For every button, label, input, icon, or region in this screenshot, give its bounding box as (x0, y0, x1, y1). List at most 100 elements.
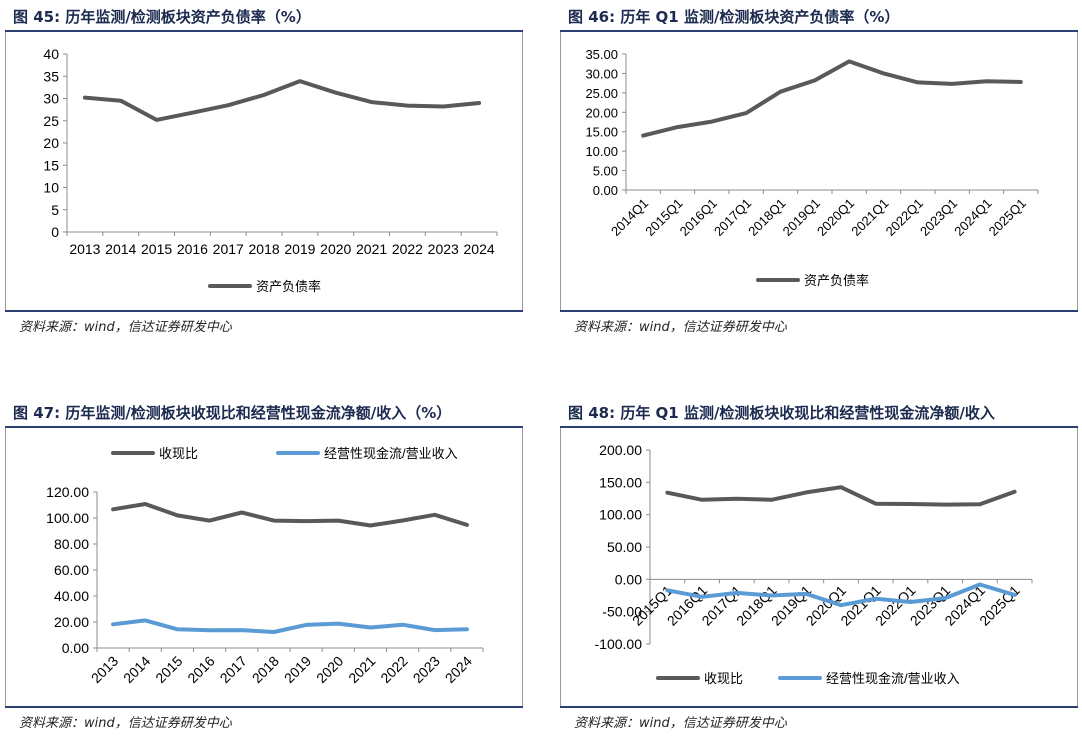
x-tick-label: 2014 (120, 653, 153, 686)
y-tick-label: 0 (51, 224, 59, 240)
y-tick-label: 80.00 (54, 536, 89, 552)
x-tick-label: 2018Q1 (745, 196, 788, 239)
x-tick-label: 2021Q1 (848, 196, 891, 239)
x-tick-label: 2023 (410, 653, 443, 686)
source-note: 资料来源：wind，信达证券研发中心 (574, 716, 787, 731)
x-tick-label: 2019Q1 (780, 196, 823, 239)
chart-panel-46: 图 46: 历年 Q1 监测/检测板块资产负债率（%） 0.00 5.00 10.0… (560, 2, 1082, 357)
chart-frame (560, 428, 1078, 706)
x-tick-label: 2022 (377, 653, 410, 686)
x-tick-label: 2024 (464, 241, 495, 257)
y-tick-label: 0.00 (615, 571, 642, 587)
chart-frame (5, 32, 523, 310)
x-tick-label: 2017 (213, 241, 244, 257)
y-tick-label: 25 (43, 113, 59, 129)
x-tick-label: 2024 (442, 653, 475, 686)
source-note: 资料来源：wind，信达证券研发中心 (19, 716, 232, 731)
chart-panel-47: 图 47: 历年监测/检测板块收现比和经营性现金流净额/收入（%） 0.00 20… (5, 398, 528, 753)
x-tick-label: 2019 (284, 241, 315, 257)
y-tick-label: 0.00 (62, 640, 89, 656)
legend-label: 资产负债率 (256, 279, 321, 294)
title-rule (5, 30, 523, 32)
x-tick-label: 2018 (249, 653, 282, 686)
title-rule (560, 426, 1078, 428)
y-tick-label: 100.00 (599, 507, 642, 523)
x-tick-label: 2020 (320, 241, 351, 257)
x-tick-label: 2022Q1 (883, 196, 926, 239)
chart-panel-45: 图 45: 历年监测/检测板块资产负债率（%） 0 5 10 15 20 25 30 35 40… (5, 2, 528, 357)
x-tick-label: 2019 (281, 653, 314, 686)
x-tick-label: 2024Q1 (951, 196, 994, 239)
y-tick-label: 15.00 (585, 125, 618, 140)
y-tick-label: 0.00 (593, 183, 618, 198)
x-tick-label: 2015 (152, 653, 185, 686)
y-tick-label: -100.00 (595, 636, 643, 652)
line-chart-48: -100.00 -50.00 0.00 50.00 100.00 150.00 200.00… (595, 442, 1033, 686)
y-tick-label: 30 (43, 91, 59, 107)
x-tick-label: 2018 (249, 241, 280, 257)
x-tick-label: 2016 (184, 653, 217, 686)
y-tick-label: 20 (43, 135, 59, 151)
y-tick-label: 100.00 (46, 510, 89, 526)
y-tick-label: 5.00 (593, 164, 618, 179)
x-tick-label: 2016Q1 (677, 196, 720, 239)
x-tick-label: 2013 (88, 653, 121, 686)
legend-label: 资产负债率 (804, 273, 869, 288)
series-line-1 (111, 502, 469, 528)
x-tick-label: 2020 (313, 653, 346, 686)
legend-label: 收现比 (704, 671, 743, 686)
line-chart-45: 0 5 10 15 20 25 30 35 40 2013 2014 2015 2016 2017 2018… (43, 46, 498, 294)
legend-label: 经营性现金流/营业收入 (826, 671, 960, 686)
y-tick-label: 5 (51, 202, 59, 218)
source-rule (560, 706, 1078, 708)
line-chart-46: 0.00 5.00 10.00 15.00 20.00 25.00 30.00 35.00 20… (585, 47, 1039, 288)
x-tick-label: 2021 (345, 653, 378, 686)
title-rule (560, 30, 1078, 32)
series-line-1 (641, 59, 1023, 138)
x-tick-label: 2017 (217, 653, 250, 686)
y-tick-label: 10 (43, 180, 59, 196)
y-tick-label: 25.00 (585, 86, 618, 101)
y-tick-label: 150.00 (599, 474, 642, 490)
x-tick-label: 2016 (177, 241, 208, 257)
chart-title: 图 45: 历年监测/检测板块资产负债率（%） (13, 8, 311, 26)
x-tick-label: 2020Q1 (814, 196, 857, 239)
y-tick-label: 60.00 (54, 562, 89, 578)
x-tick-label: 2017Q1 (711, 196, 754, 239)
source-rule (5, 310, 523, 312)
y-tick-label: 30.00 (585, 66, 618, 81)
x-tick-label: 2025Q1 (986, 196, 1029, 239)
y-tick-label: 50.00 (607, 539, 642, 555)
x-tick-label: 2021 (356, 241, 387, 257)
x-tick-label: 2013 (69, 241, 100, 257)
source-note: 资料来源：wind，信达证券研发中心 (574, 320, 787, 335)
y-tick-label: 200.00 (599, 442, 642, 458)
x-tick-label: 2014Q1 (608, 196, 651, 239)
x-tick-label: 2014 (105, 241, 136, 257)
source-rule (5, 706, 523, 708)
x-tick-label: 2023Q1 (917, 196, 960, 239)
title-rule (5, 426, 523, 428)
series-line-2 (111, 618, 469, 634)
x-tick-label: 2015Q1 (642, 196, 685, 239)
series-line-1 (82, 79, 482, 122)
y-tick-label: 35.00 (585, 47, 618, 62)
chart-panel-48: 图 48: 历年 Q1 监测/检测板块收现比和经营性现金流净额/收入 -100.… (560, 398, 1082, 753)
chart-title: 图 46: 历年 Q1 监测/检测板块资产负债率（%） (568, 8, 900, 26)
y-tick-label: 35 (43, 68, 59, 84)
y-tick-label: 20.00 (585, 105, 618, 120)
legend-label: 收现比 (159, 446, 198, 461)
y-tick-label: 120.00 (46, 484, 89, 500)
y-tick-label: 15 (43, 157, 59, 173)
x-tick-label: 2015 (141, 241, 172, 257)
x-tick-label: 2022 (392, 241, 423, 257)
x-tick-label: 2023 (428, 241, 459, 257)
y-tick-label: 40.00 (54, 588, 89, 604)
source-rule (560, 310, 1078, 312)
chart-title: 图 48: 历年 Q1 监测/检测板块收现比和经营性现金流净额/收入 (568, 404, 995, 422)
line-chart-47: 0.00 20.00 40.00 60.00 80.00 100.00 120.00 2013… (46, 446, 484, 686)
chart-frame (560, 32, 1078, 310)
y-tick-label: -50.00 (602, 604, 642, 620)
legend-label: 经营性现金流/营业收入 (324, 446, 458, 461)
source-note: 资料来源：wind，信达证券研发中心 (19, 320, 232, 335)
